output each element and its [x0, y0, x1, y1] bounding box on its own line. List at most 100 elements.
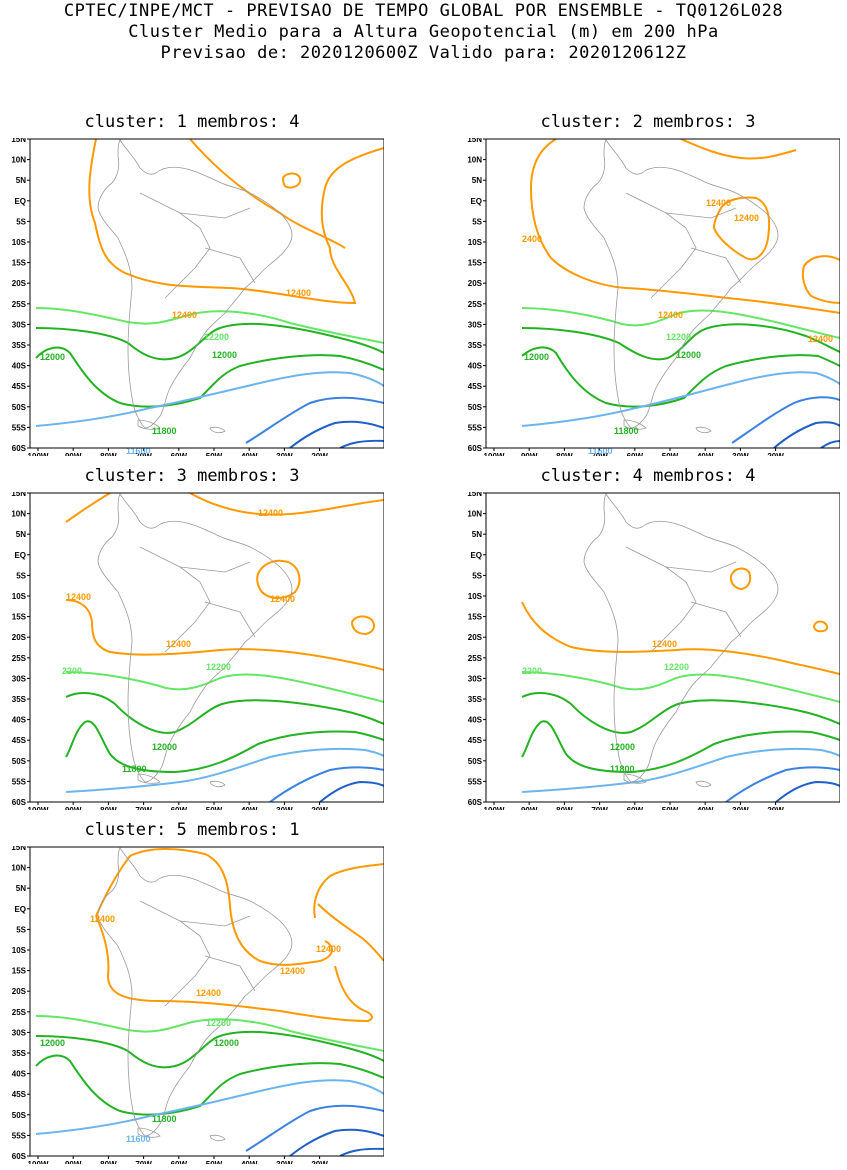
- contour-12400: [95, 848, 333, 966]
- contour-label-11800: 11800: [122, 764, 147, 774]
- lon-tick-label: 90W: [65, 452, 82, 456]
- lat-tick-label: 35S: [12, 695, 27, 704]
- lon-tick-label: 30W: [276, 806, 293, 810]
- lat-tick-label: 15S: [468, 613, 483, 622]
- contour-label-12200: 12200: [664, 662, 689, 672]
- lat-tick-label: 20S: [468, 279, 483, 288]
- contour-12000: [35, 322, 384, 361]
- contour-11600: [35, 371, 384, 427]
- contour-12000: [521, 691, 840, 734]
- contour-label-12400: 2400: [522, 234, 542, 244]
- lon-tick-label: 70W: [135, 1160, 152, 1164]
- lon-tick-label: 20W: [767, 806, 784, 810]
- contour-label-12400: 12400: [172, 310, 197, 320]
- contour-12400: [317, 903, 384, 962]
- lon-tick-label: 20W: [311, 452, 328, 456]
- lon-tick-label: 100W: [484, 452, 505, 456]
- contour-label-12400: 12400: [652, 639, 677, 649]
- contour-12000: [35, 1030, 384, 1069]
- contour-11200: [289, 420, 384, 448]
- lon-tick-label: 30W: [276, 1160, 293, 1164]
- lat-tick-label: 10S: [12, 238, 27, 247]
- contour-11800: [521, 720, 840, 774]
- contour-label-12400: 12400: [706, 198, 731, 208]
- contour-label-12400: 12400: [270, 594, 295, 604]
- lat-tick-label: 45S: [12, 382, 27, 391]
- contour-12200: [65, 671, 384, 703]
- lat-tick-label: 10S: [12, 592, 27, 601]
- lat-tick-label: 5S: [16, 217, 26, 226]
- lon-tick-label: 40W: [241, 806, 258, 810]
- lon-tick-label: 100W: [484, 806, 505, 810]
- lat-tick-label: 60S: [468, 444, 483, 453]
- contour-12200: [521, 307, 840, 339]
- contour-12400: [529, 139, 840, 314]
- contour-label-12400: 12400: [734, 213, 759, 223]
- panel-title: cluster: 5 membros: 1: [84, 820, 300, 840]
- lat-tick-label: 45S: [12, 736, 27, 745]
- contour-11000: [339, 1147, 384, 1156]
- lat-tick-label: 15S: [12, 967, 27, 976]
- lon-tick-label: 20W: [311, 806, 328, 810]
- lon-tick-label: 100W: [28, 1160, 49, 1164]
- lat-tick-label: 10S: [468, 592, 483, 601]
- contour-label-12000: 12000: [524, 352, 549, 362]
- panel-title: cluster: 3 membros: 3: [84, 466, 300, 486]
- contour-12400: [65, 599, 384, 671]
- lat-tick-label: 55S: [12, 1131, 27, 1140]
- lat-tick-label: 15N: [467, 492, 482, 498]
- lat-tick-label: 50S: [12, 757, 27, 766]
- contour-11400: [245, 1104, 384, 1152]
- panel-cluster-1: cluster: 1 membros: 4 15N 10N 5N EQ 5S 10S 15S…: [0, 112, 384, 462]
- contour-12400: [729, 567, 752, 591]
- contour-11000: [339, 439, 384, 448]
- map-border: [485, 492, 840, 803]
- contour-12400: [313, 863, 384, 919]
- lon-tick-label: 50W: [662, 452, 679, 456]
- lat-tick-label: 30S: [12, 1028, 27, 1037]
- map-background: [486, 139, 840, 448]
- lat-tick-label: 25S: [12, 300, 27, 309]
- lat-tick-label: 25S: [468, 300, 483, 309]
- contour-12200: [521, 671, 840, 703]
- lat-tick-label: 10N: [467, 510, 482, 519]
- panel-cluster-4: cluster: 4 membros: 4 15N 10N 5N EQ 5S 10S 15S…: [456, 466, 840, 816]
- contour-label-12200: 12200: [666, 332, 691, 342]
- lat-tick-label: 15N: [11, 138, 26, 144]
- lat-tick-label: 5S: [16, 925, 26, 934]
- contour-12400: [712, 196, 771, 261]
- contour-label-11600: 11600: [588, 446, 613, 456]
- lat-tick-label: 40S: [12, 362, 27, 371]
- contour-label-12400: 12400: [316, 944, 341, 954]
- contour-12000: [521, 323, 840, 361]
- lat-tick-label: 5S: [472, 571, 482, 580]
- lat-tick-label: 40S: [468, 362, 483, 371]
- lat-tick-label: 50S: [468, 757, 483, 766]
- contour-11600: [65, 747, 384, 793]
- header-line-1: CPTEC/INPE/MCT - PREVISAO DE TEMPO GLOBA…: [63, 1, 784, 21]
- lat-tick-label: 45S: [468, 382, 483, 391]
- contour-12400: [350, 615, 375, 636]
- lat-tick-label: 10N: [467, 156, 482, 165]
- contour-label-11800: 11800: [152, 426, 177, 436]
- lon-tick-label: 20W: [767, 452, 784, 456]
- lat-tick-label: 5N: [16, 176, 26, 185]
- lon-tick-label: 70W: [135, 452, 152, 456]
- lon-tick-label: 80W: [100, 1160, 117, 1164]
- lat-tick-label: EQ: [14, 905, 26, 914]
- contour-12400: [65, 493, 111, 523]
- lat-tick-label: 30S: [12, 674, 27, 683]
- contour-label-12200: 2200: [62, 666, 82, 676]
- lon-tick-label: 90W: [521, 452, 538, 456]
- lon-tick-label: 50W: [206, 806, 223, 810]
- panel-title: cluster: 1 membros: 4: [84, 112, 300, 132]
- geopotential-map: 15N 10N 5N EQ 5S 10S 15S 20S 25S 30S 35S 40S 45S 50S 5…: [11, 138, 384, 456]
- contour-label-12400: 12400: [166, 639, 191, 649]
- contour-label-11600: 11600: [126, 446, 151, 456]
- contour-12400: [189, 493, 384, 516]
- contour-label-12400: 12400: [66, 592, 91, 602]
- lat-tick-label: 25S: [468, 654, 483, 663]
- contour-label-12200: 2200: [522, 666, 542, 676]
- map-border: [29, 492, 384, 803]
- contour-label-12400: 12400: [286, 288, 311, 298]
